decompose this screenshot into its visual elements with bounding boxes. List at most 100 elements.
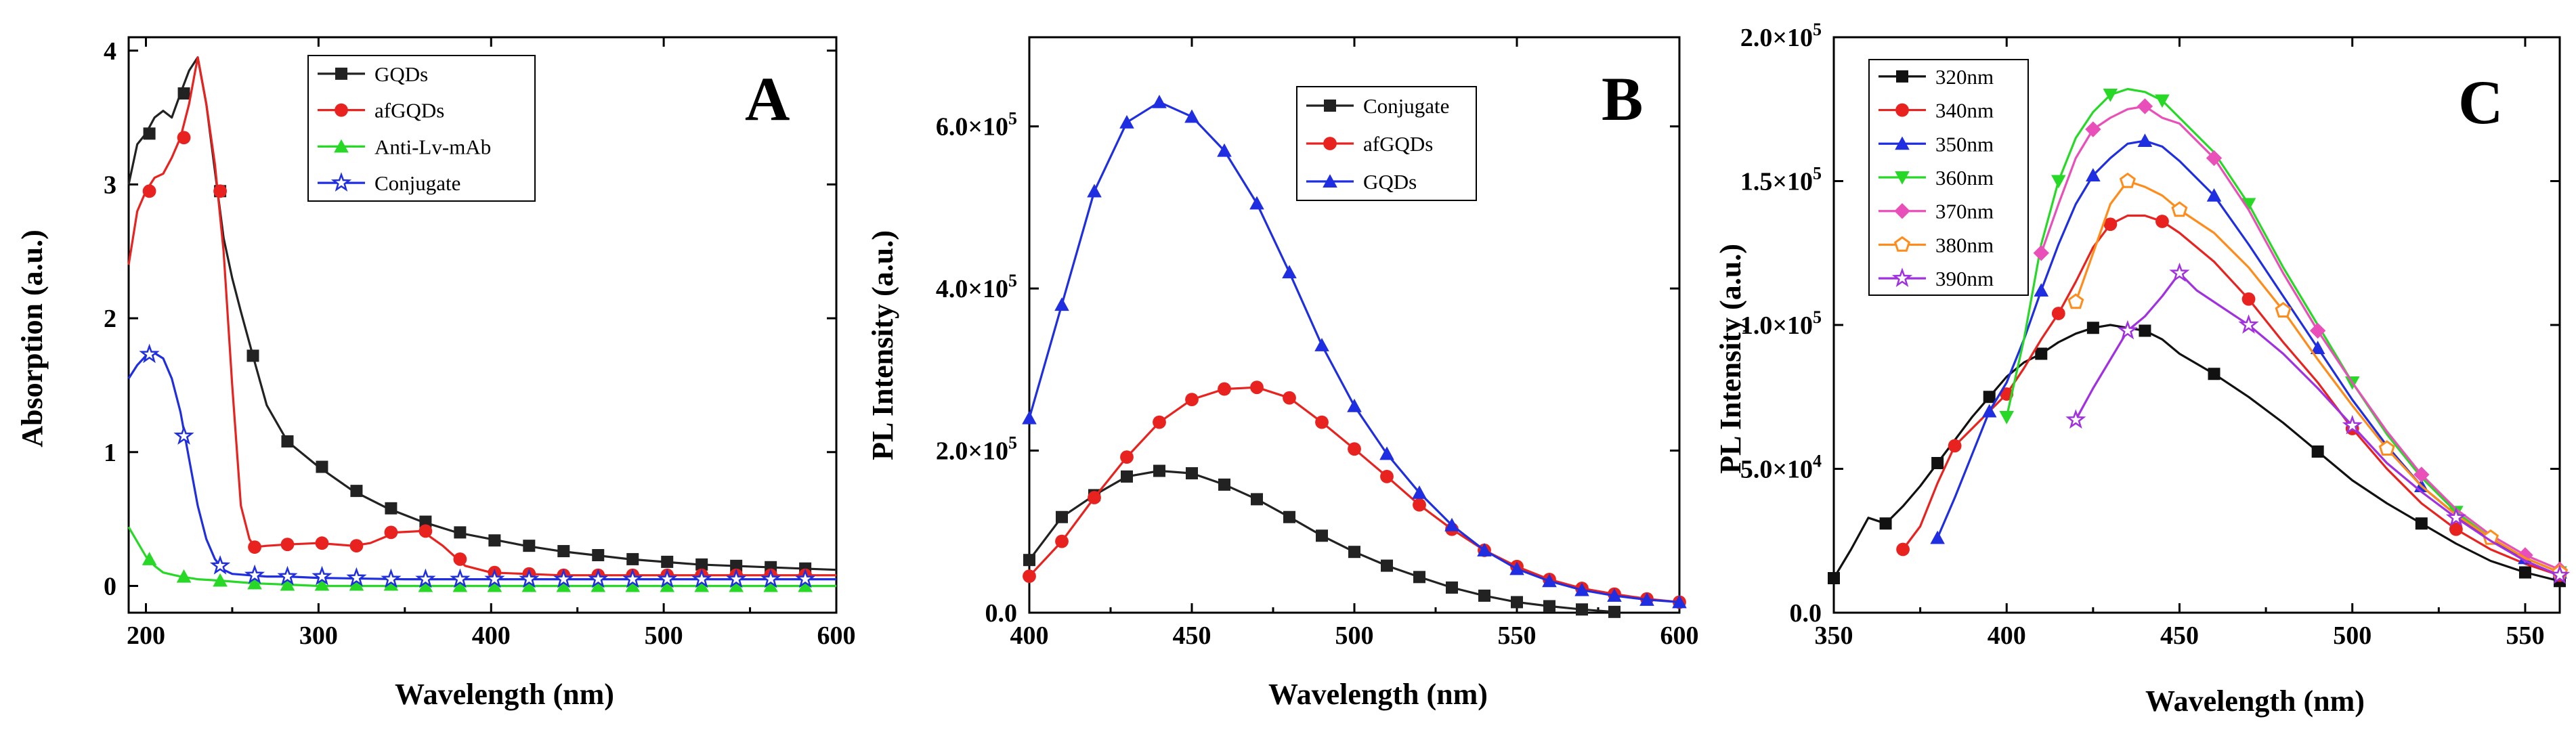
- data-point-GQDs: [385, 502, 398, 515]
- data-point-390nm: [2549, 564, 2571, 584]
- data-point-Conjugate: [381, 568, 402, 588]
- data-point-Conjugate: [1543, 600, 1555, 613]
- data-point-350nm: [2310, 341, 2325, 354]
- data-point-afGQDs: [1055, 534, 1069, 548]
- data-point-320nm: [2208, 368, 2220, 380]
- data-point-afGQDs: [1315, 415, 1329, 429]
- data-point-afGQDs: [1283, 391, 1296, 405]
- data-point-Anti-Lv-mAb: [349, 577, 364, 591]
- data-point-Conjugate: [519, 568, 540, 588]
- legend-label-360nm: 360nm: [1935, 166, 1994, 190]
- legend-marker-Anti-Lv-mAb: [334, 139, 349, 153]
- data-point-Conjugate: [1413, 571, 1425, 584]
- data-point-Conjugate: [346, 567, 367, 587]
- data-point-370nm: [2085, 121, 2101, 137]
- panel-b: 400 450 500 550 6000.02.0×1054.0×1056.0×105 …: [866, 36, 1699, 711]
- data-point-afGQDs: [384, 525, 398, 540]
- data-point-Conjugate: [139, 343, 160, 364]
- data-point-380nm: [2482, 529, 2499, 545]
- data-point-Anti-Lv-mAb: [452, 578, 468, 592]
- data-point-Conjugate: [657, 568, 678, 588]
- legend-label-320nm: 320nm: [1935, 65, 1994, 89]
- panel-c: 350 400 450 500 550 0.0 5.0×104 1.0×105 1.5×105 2…: [1714, 20, 2571, 718]
- legend-marker-afGQDs: [1323, 137, 1337, 150]
- data-point-Anti-Lv-mAb: [176, 569, 192, 583]
- x-tick-label: 400: [1988, 621, 2026, 650]
- data-point-Conjugate: [209, 554, 231, 575]
- legend-label-Conjugate: Conjugate: [374, 171, 460, 195]
- legend-label-380nm: 380nm: [1935, 233, 1994, 257]
- data-point-GQDs: [1607, 588, 1622, 602]
- data-point-370nm: [2033, 245, 2049, 261]
- legend-marker-360nm: [1895, 171, 1910, 185]
- series-line-390nm: [2074, 271, 2560, 577]
- data-point-390nm: [2117, 320, 2139, 340]
- panel-b-ylabel: PL Intensity (a.u.): [866, 230, 899, 460]
- data-point-afGQDs: [1120, 450, 1134, 464]
- x-tick-label: 200: [127, 621, 165, 650]
- data-point-Conjugate: [1153, 464, 1165, 477]
- data-point-GQDs: [1054, 297, 1069, 311]
- data-point-GQDs: [1477, 543, 1492, 556]
- panel-a-ticks: 200 300 400 500 600 0 1 2 3 4: [104, 36, 856, 650]
- legend-label-340nm: 340nm: [1935, 99, 1994, 123]
- series-line-Conjugate: [127, 351, 836, 581]
- data-point-GQDs: [1314, 338, 1329, 351]
- y-tick-label: 2.0×105: [936, 433, 1017, 466]
- data-point-Anti-Lv-mAb: [383, 577, 399, 591]
- y-tick-label: 1: [104, 439, 116, 467]
- data-point-Conjugate: [795, 568, 816, 588]
- data-point-GQDs: [1672, 594, 1687, 609]
- data-point-350nm: [1981, 403, 1997, 418]
- x-tick-label: 600: [1660, 621, 1699, 650]
- data-point-Conjugate: [1446, 581, 1458, 594]
- legend-label-GQDs: GQDs: [374, 62, 428, 86]
- y-tick-label: 0.0: [985, 599, 1018, 628]
- legend-marker-370nm: [1894, 203, 1910, 219]
- data-point-380nm: [2378, 440, 2395, 456]
- data-point-GQDs: [177, 87, 190, 100]
- data-point-Conjugate: [312, 565, 332, 586]
- data-point-afGQDs: [1380, 469, 1394, 483]
- data-point-GQDs: [1282, 265, 1297, 279]
- legend-marker-GQDs: [335, 67, 347, 80]
- legend-marker-320nm: [1896, 70, 1908, 83]
- data-point-Conjugate: [450, 568, 471, 588]
- data-point-320nm: [1983, 391, 1996, 403]
- y-tick-label: 6.0×105: [936, 109, 1017, 141]
- data-point-360nm: [2155, 94, 2170, 108]
- y-tick-label: 0: [104, 572, 116, 601]
- data-point-Anti-Lv-mAb: [280, 577, 295, 591]
- data-point-340nm: [2241, 292, 2256, 306]
- data-point-340nm: [2155, 215, 2169, 228]
- data-point-afGQDs: [1088, 491, 1101, 504]
- data-point-GQDs: [316, 460, 328, 473]
- data-point-GQDs: [1412, 485, 1427, 499]
- data-point-Conjugate: [1381, 559, 1393, 572]
- data-point-Anti-Lv-mAb: [625, 578, 641, 592]
- data-point-Anti-Lv-mAb: [694, 578, 709, 592]
- data-point-Anti-Lv-mAb: [487, 578, 502, 592]
- data-point-GQDs: [1639, 592, 1654, 606]
- data-point-360nm: [2103, 89, 2118, 102]
- data-point-Conjugate: [691, 568, 712, 588]
- data-point-390nm: [2445, 506, 2466, 527]
- data-point-320nm: [2518, 566, 2531, 579]
- panel-a-xlabel: Wavelength (nm): [395, 678, 614, 711]
- data-point-380nm: [2119, 172, 2136, 188]
- legend-marker-Conjugate: [330, 172, 352, 192]
- data-point-afGQDs: [453, 552, 467, 566]
- x-tick-label: 550: [2506, 621, 2544, 650]
- data-point-Conjugate: [1121, 470, 1133, 483]
- data-point-GQDs: [454, 526, 467, 539]
- panel-a-letter: A: [745, 64, 790, 133]
- data-point-Conjugate: [1056, 510, 1068, 523]
- data-point-GQDs: [1509, 561, 1524, 575]
- data-point-390nm: [2169, 262, 2190, 282]
- x-tick-label: 500: [1335, 621, 1374, 650]
- data-point-380nm: [2275, 302, 2292, 318]
- legend-label-350nm: 350nm: [1935, 132, 1994, 156]
- data-point-340nm: [2449, 522, 2463, 536]
- data-point-360nm: [1999, 411, 2015, 424]
- legend-marker-340nm: [1895, 103, 1909, 117]
